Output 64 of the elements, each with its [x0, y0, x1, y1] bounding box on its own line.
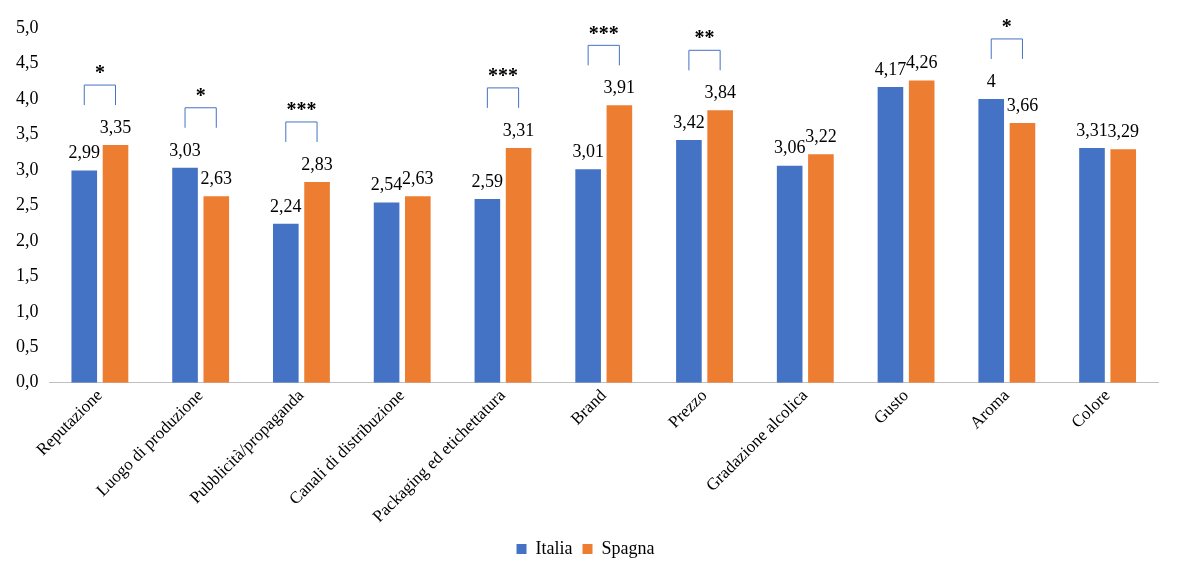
data-label: 2,63: [200, 167, 233, 188]
annotation: **: [694, 26, 715, 49]
legend-label: Spagna: [601, 537, 655, 558]
bar: [505, 147, 532, 383]
data-label: 4,17: [874, 58, 907, 79]
y-tick-label: 4,5: [16, 52, 39, 73]
y-tick-label: 0,5: [16, 336, 39, 357]
bar: [273, 223, 299, 383]
data-label: 2,24: [270, 195, 302, 216]
bar: [606, 105, 633, 383]
data-label: 3,03: [169, 139, 201, 160]
bar: [808, 154, 834, 383]
y-tick-label: 3,0: [16, 158, 39, 179]
bar: [1110, 149, 1137, 383]
bar: [908, 80, 935, 383]
data-label: 3,06: [773, 137, 806, 158]
bar: [304, 181, 330, 383]
bar: [172, 167, 198, 383]
legend-label: Italia: [535, 537, 573, 558]
data-label: 2,63: [402, 167, 434, 188]
bar: [1009, 123, 1036, 383]
y-tick-label: 2,5: [16, 194, 39, 215]
annotation: ***: [286, 98, 317, 121]
bar: [575, 169, 601, 383]
annotation: *: [94, 61, 105, 84]
y-tick-label: 5,0: [16, 16, 39, 37]
data-label: 3,91: [603, 77, 636, 98]
bar: [1079, 147, 1105, 383]
y-tick-label: 1,5: [16, 265, 39, 286]
data-label: 3,31: [1076, 119, 1108, 140]
bar: [676, 140, 702, 383]
data-label: 2,59: [471, 170, 504, 191]
data-label: 2,83: [301, 153, 333, 174]
y-tick-label: 1,0: [16, 300, 39, 321]
annotation: *: [195, 83, 206, 106]
bar: [978, 98, 1005, 383]
bar: [102, 145, 129, 383]
data-label: 4: [986, 70, 996, 91]
data-label: 3,35: [99, 116, 132, 137]
data-label: 3,29: [1107, 121, 1139, 142]
data-label: 2,54: [370, 174, 403, 195]
y-tick-label: 0,0: [16, 371, 39, 392]
bar: [203, 196, 230, 383]
bar: [877, 86, 904, 383]
bar: [405, 196, 431, 383]
data-label: 3,01: [572, 140, 604, 161]
y-tick-label: 2,0: [16, 229, 39, 250]
bar: [474, 198, 501, 383]
data-label: 3,42: [673, 111, 705, 132]
y-tick-label: 3,5: [16, 123, 39, 144]
annotation: ***: [487, 64, 518, 87]
bar: [707, 110, 733, 383]
bar: [373, 202, 400, 383]
data-label: 2,99: [68, 142, 101, 163]
y-tick-label: 4,0: [16, 87, 39, 108]
bar: [776, 165, 803, 383]
data-label: 3,22: [805, 126, 837, 147]
data-label: 3,66: [1006, 94, 1039, 115]
data-label: 3,31: [502, 119, 535, 140]
annotation: *: [1001, 15, 1012, 38]
data-label: 3,84: [704, 82, 736, 103]
annotation: ***: [588, 21, 619, 44]
data-label: 4,26: [905, 52, 938, 73]
bar: [71, 170, 98, 383]
